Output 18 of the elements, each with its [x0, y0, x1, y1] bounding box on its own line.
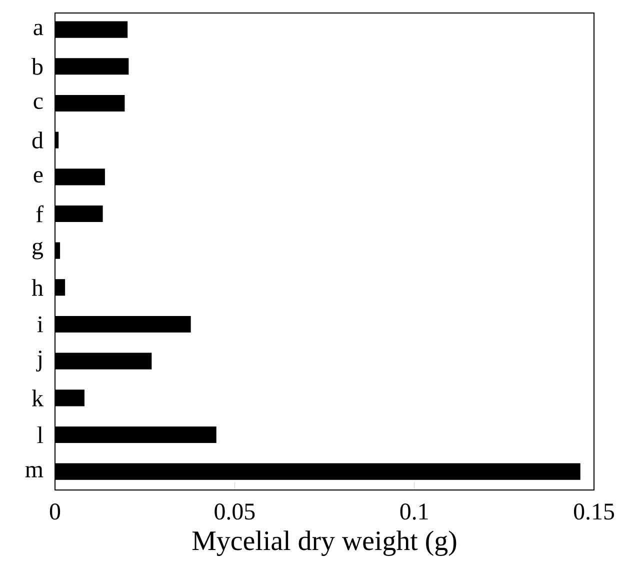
y-tick-label: b: [32, 58, 43, 75]
y-tick-label: a: [34, 24, 44, 36]
y-tick-label: m: [25, 466, 44, 478]
y-tick-label: g: [32, 242, 44, 260]
y-tick-label: k: [32, 390, 44, 406]
x-tick-label: 0.1: [400, 504, 428, 520]
x-tick-label: 0.15: [574, 504, 614, 520]
y-tick-label: f: [36, 205, 44, 222]
y-tick-label: j: [36, 350, 42, 372]
y-tick-label: e: [34, 171, 43, 183]
y-tick-label: d: [32, 132, 44, 148]
x-tick-label: 0.05: [214, 504, 255, 520]
y-tick-label: h: [32, 279, 44, 296]
x-axis-title: Mycelial dry weight (g): [192, 530, 456, 556]
y-tick-label: c: [34, 97, 43, 109]
y-tick-label: i: [37, 316, 44, 332]
y-tick-label: l: [37, 426, 43, 444]
x-tick-label: 0: [50, 504, 60, 520]
